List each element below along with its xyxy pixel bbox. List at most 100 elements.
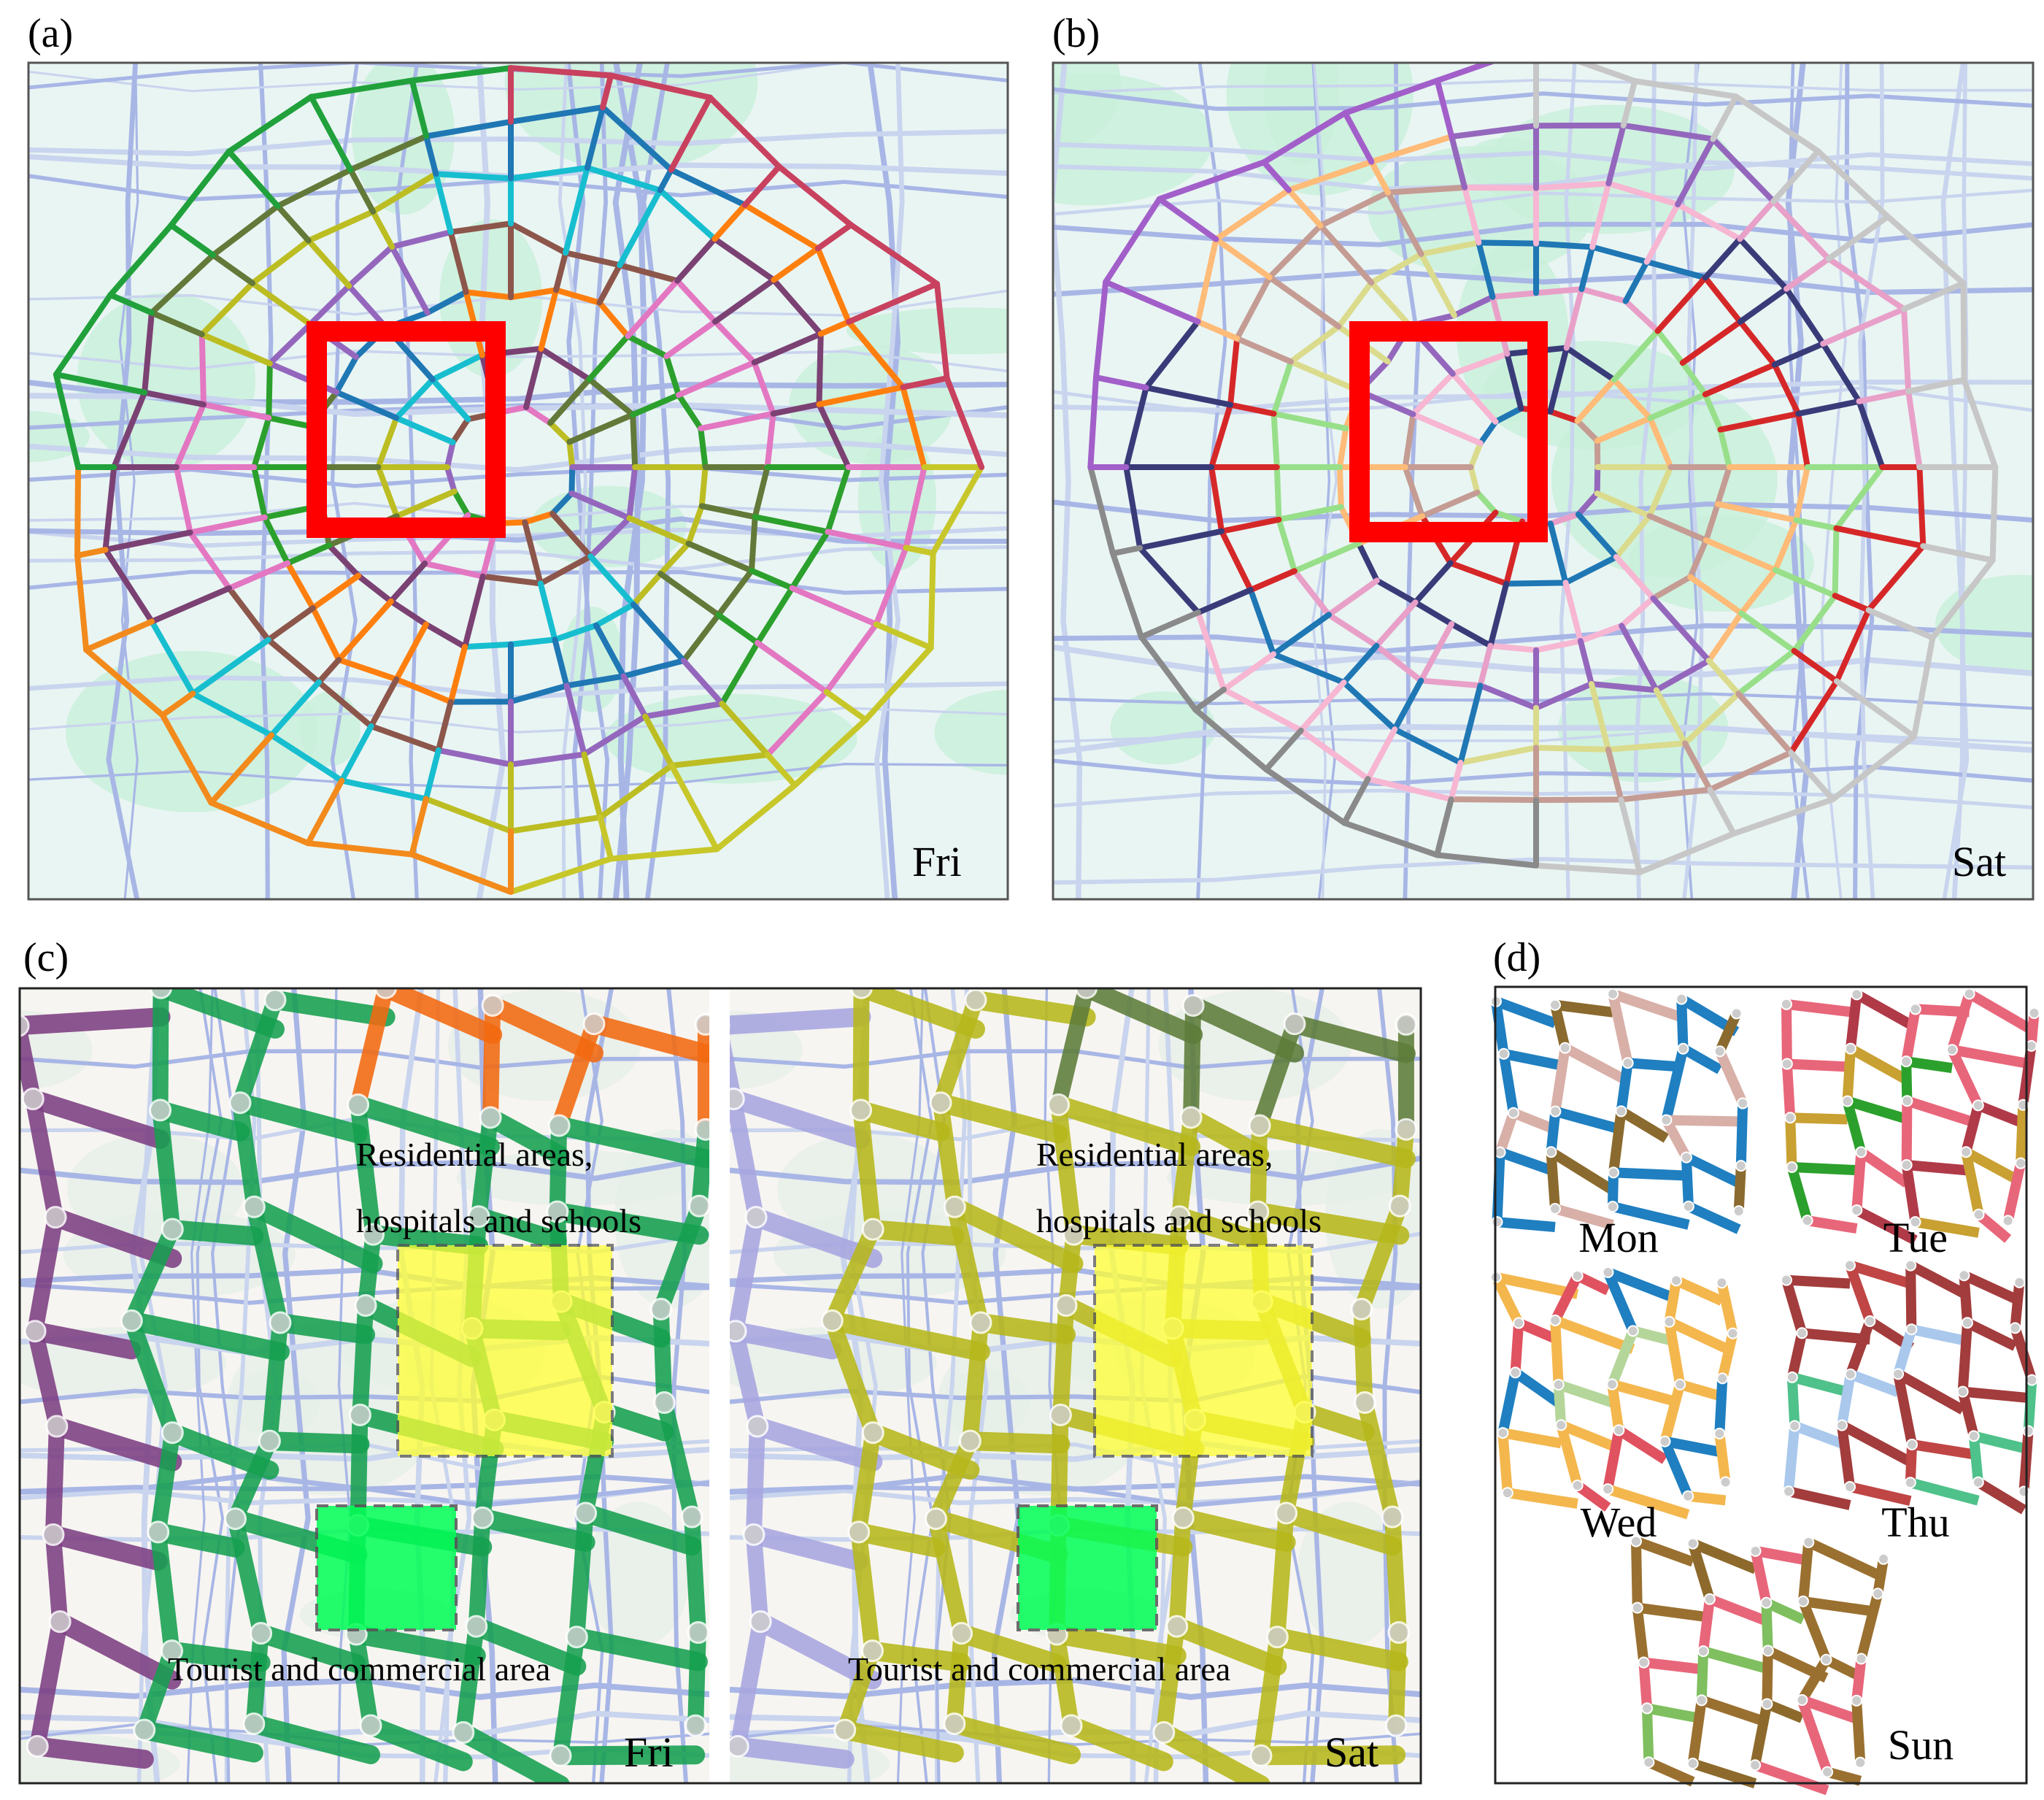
network-node [1395,1012,1418,1036]
route-segment [1653,658,1712,693]
route-segment [308,93,354,173]
network-node [2022,1425,2035,1437]
route-segment [1502,1428,1562,1449]
route-segment [1195,318,1241,342]
map-road [106,63,140,899]
route-segment [1270,410,1280,470]
route-segment [209,203,281,258]
route-segment [168,222,216,258]
route-segment [1297,679,1347,734]
network-node [744,1206,768,1229]
route-segment [198,331,207,408]
route-segment [1317,189,1392,229]
network-node [1749,1545,1762,1557]
highlight-area [1017,1504,1158,1631]
route-segment [1619,595,1657,629]
route-segment [1269,1504,1295,1645]
route-segment [823,621,879,695]
route-segment [43,1525,168,1571]
network-node [2026,1374,2038,1386]
network-node [120,1309,143,1332]
day-label: Sun [1888,1721,1954,1769]
network-node [1602,1483,1614,1496]
route-segment [307,282,352,328]
network-node [1497,1427,1509,1439]
route-segment [668,762,720,853]
route-segment [1110,545,1144,557]
network-node [1494,1146,1506,1158]
network-node [1836,1419,1848,1431]
route-segment [730,1736,855,1769]
route-segment [1914,1217,1980,1238]
network-node [2025,1039,2037,1052]
route-segment [1972,1431,2030,1455]
network-node [687,1621,710,1645]
route-segment [1462,184,1482,246]
route-segment [1646,464,1674,519]
route-segment [1533,680,1594,711]
route-segment [752,514,831,535]
route-segment [933,1094,963,1215]
route-segment [1786,1377,1800,1426]
route-segment [1611,1379,1682,1408]
network-node [161,1421,184,1445]
route-segment [227,1510,269,1642]
map-road [1053,78,2033,95]
route-segment [748,567,795,591]
route-segment [1533,796,1624,804]
route-segment [1717,1332,1738,1380]
route-segment [422,560,486,580]
network-node [547,1114,571,1137]
route-segment [1753,1760,1829,1796]
route-segment [471,1109,499,1225]
route-segment [547,1202,709,1245]
route-segment [1297,727,1371,782]
route-segment [1577,638,1594,687]
day-label: Thu [1881,1499,1949,1546]
route-segment [685,540,755,574]
route-segment [764,410,776,470]
route-segment [730,1007,871,1035]
route-segment [771,277,824,337]
network-node [1607,988,1619,1000]
route-segment [1076,988,1203,1045]
route-segment [1276,1503,1403,1556]
route-segment [409,796,429,858]
labels: (a) (b) (c) (d) Fri Sat Residential area… [23,11,2006,1776]
route-segment [1833,464,1886,531]
route-segment [423,796,514,834]
route-segment [333,354,360,396]
route-segment [1737,318,1778,368]
network-node [1638,1656,1650,1669]
route-segment [1365,726,1398,782]
network-node [1855,1146,1867,1158]
route-segment [1687,1699,1707,1765]
route-segment [1252,1015,1303,1134]
panel-frame [1494,985,2028,1785]
highlight-box [306,321,506,538]
network-node [1507,1107,1519,1119]
park-area [65,650,318,812]
route-segment [23,1089,170,1149]
map-road [964,988,989,1783]
route-segment [1791,1372,1852,1398]
route-segment [1929,557,1996,641]
network-node [1602,1266,1614,1279]
route-segment [1783,285,1827,347]
network-node [1283,1012,1306,1036]
route-segment [1451,293,1496,319]
route-segment [102,547,155,625]
route-segment [952,1623,1067,1674]
route-segment [346,282,390,331]
route-segment [625,277,681,339]
route-segment [730,1039,742,1107]
network-node [1760,1596,1773,1609]
route-segment [620,658,687,680]
route-segment [657,571,722,618]
route-segment [1735,691,1794,756]
route-segment [1589,180,1612,250]
route-segment [122,1311,290,1362]
route-segment [674,236,718,284]
route-segment [549,1118,568,1220]
route-segment [567,1627,708,1672]
